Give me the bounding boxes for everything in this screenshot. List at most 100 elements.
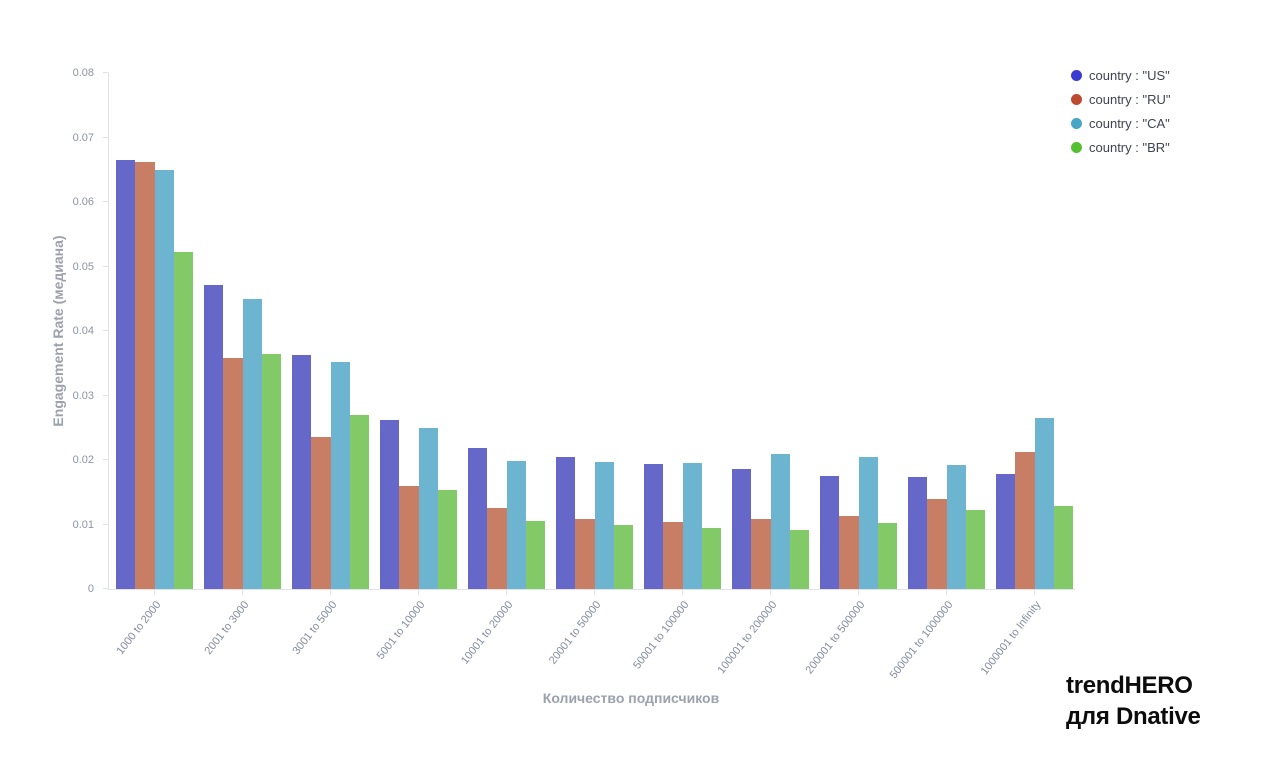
bar-ru-5[interactable] [487,508,507,589]
x-tick-mark [1033,590,1035,595]
legend-item-br[interactable]: country : "BR" [1071,135,1170,159]
bar-ca-9[interactable] [858,457,878,589]
bar-group-2 [204,73,281,589]
bar-group-11 [996,73,1073,589]
y-tick-mark [103,523,108,525]
y-tick-mark [103,588,108,589]
bar-group-6 [556,73,633,589]
bar-us-11[interactable] [996,474,1016,589]
legend-item-ru[interactable]: country : "RU" [1071,87,1170,111]
bar-us-10[interactable] [908,477,928,589]
bar-br-8[interactable] [789,529,809,589]
bar-ru-4[interactable] [399,485,419,589]
bar-ru-9[interactable] [839,516,859,589]
y-tick-label: 0.04 [72,325,94,337]
bar-br-3[interactable] [349,414,369,589]
bar-ru-1[interactable] [135,162,155,589]
x-tick-label: 1000001 to Infinity [978,599,1043,678]
plot-area [108,73,1075,590]
bar-us-9[interactable] [820,476,840,589]
legend-label: country : "BR" [1089,139,1170,155]
y-tick-label: 0.01 [72,518,94,531]
y-tick-label: 0.06 [72,196,94,208]
bar-us-1[interactable] [116,160,136,589]
x-tick-label: 500001 to 1000000 [887,599,955,682]
x-tick-mark [505,590,507,595]
x-tick-mark [241,590,243,595]
x-tick-mark [153,590,155,595]
bar-ca-1[interactable] [154,170,174,589]
bar-ru-2[interactable] [223,358,243,589]
bar-br-5[interactable] [525,520,545,589]
bar-ru-3[interactable] [311,437,331,589]
bar-br-7[interactable] [701,527,721,589]
x-axis-title: Количество подписчиков [542,690,720,706]
bar-ru-8[interactable] [751,519,771,589]
legend-dot-br [1071,141,1082,153]
bar-ru-6[interactable] [575,519,595,589]
bar-group-1 [116,73,193,589]
legend: country : "US" country : "RU" country : "C… [1071,63,1170,159]
legend-label: country : "CA" [1089,115,1170,131]
y-tick-label: 0.02 [72,454,94,466]
bar-group-4 [380,73,457,589]
bar-ca-8[interactable] [770,454,790,589]
x-tick-label: 5001 to 10000 [374,599,427,662]
bar-ru-11[interactable] [1015,451,1035,589]
bar-ca-3[interactable] [330,361,350,589]
bar-ca-4[interactable] [418,427,438,589]
x-tick-mark [681,590,683,595]
bar-br-6[interactable] [613,525,633,589]
bar-br-9[interactable] [877,523,897,589]
y-tick-label: 0.08 [72,67,94,79]
watermark: trendHERO для Dnative [1066,670,1201,732]
bar-br-1[interactable] [173,251,193,589]
y-tick-label: 0.05 [72,260,94,273]
legend-label: country : "RU" [1089,91,1171,107]
bar-us-7[interactable] [644,463,664,589]
x-tick-mark [417,590,419,595]
bar-group-8 [732,73,809,589]
bar-br-4[interactable] [437,489,457,589]
bar-ca-10[interactable] [946,464,966,589]
bar-group-10 [908,73,985,589]
bar-ca-11[interactable] [1034,418,1054,589]
y-tick-mark [103,394,108,396]
x-tick-label: 2001 to 3000 [201,599,251,658]
bar-us-8[interactable] [732,469,752,589]
y-tick-mark [103,72,108,73]
x-tick-mark [857,590,859,595]
bar-us-4[interactable] [380,420,400,589]
x-tick-mark [593,590,595,595]
y-tick-mark [103,136,108,138]
bar-ru-10[interactable] [927,499,947,589]
bar-br-10[interactable] [965,510,985,589]
bar-group-5 [468,73,545,589]
bar-ca-5[interactable] [506,460,526,589]
y-tick-mark [103,459,108,460]
bar-us-5[interactable] [468,448,488,589]
bar-group-3 [292,73,369,589]
y-axis-ticks: 0 0.01 0.02 0.03 0.04 0.05 0.06 0.07 0.08 [0,67,108,595]
bar-ca-2[interactable] [242,298,262,589]
x-axis-ticks [108,590,1074,596]
y-tick-label: 0.03 [72,389,94,402]
bar-br-11[interactable] [1053,505,1073,589]
bar-us-3[interactable] [292,354,312,589]
x-tick-mark [945,590,947,595]
bar-ca-7[interactable] [682,463,702,589]
y-tick-mark [103,265,108,267]
bar-br-2[interactable] [261,354,281,589]
legend-item-ca[interactable]: country : "CA" [1071,111,1170,135]
x-tick-label: 1000 to 2000 [113,599,163,658]
legend-item-us[interactable]: country : "US" [1071,63,1170,87]
bar-ru-7[interactable] [663,521,683,589]
bar-us-6[interactable] [556,457,576,589]
x-tick-mark [329,590,331,595]
bar-us-2[interactable] [204,285,224,589]
bar-group-9 [820,73,897,589]
legend-dot-ca [1071,117,1082,129]
y-tick-label: 0.07 [72,131,94,144]
y-tick-mark [103,330,108,331]
bar-ca-6[interactable] [594,461,614,589]
